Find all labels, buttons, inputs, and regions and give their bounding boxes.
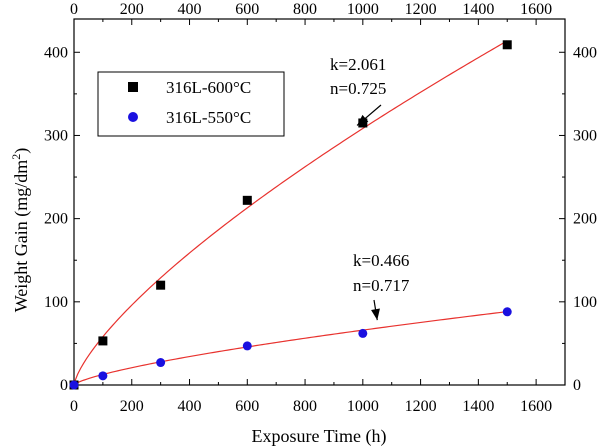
x-tick-label-bottom: 1200 xyxy=(405,398,437,415)
x-tick-label-top: 600 xyxy=(235,1,259,18)
axes: 0020020040040060060080080010001000120012… xyxy=(44,1,597,415)
data-point-550 xyxy=(98,371,108,381)
y-tick-label-left: 200 xyxy=(44,211,68,228)
y-axis-title-close: ) xyxy=(11,148,32,154)
fit-annotations: k=2.061 n=0.725 k=0.466 n=0.717 xyxy=(330,55,410,295)
data-point-550 xyxy=(69,380,79,390)
x-tick-label-bottom: 1000 xyxy=(347,398,379,415)
x-tick-label-bottom: 200 xyxy=(120,398,144,415)
y-tick-label-right: 0 xyxy=(573,377,581,394)
x-tick-label-top: 1600 xyxy=(520,1,552,18)
x-tick-label-top: 0 xyxy=(70,1,78,18)
plot-frame xyxy=(73,18,566,386)
y-tick-label-left: 100 xyxy=(44,294,68,311)
fit-curve-600 xyxy=(74,40,508,382)
annotation-n-550: n=0.717 xyxy=(353,276,410,295)
legend: 316L-600°C 316L-550°C xyxy=(97,71,285,137)
y-tick-label-left: 0 xyxy=(60,377,68,394)
fit-curves xyxy=(74,40,508,385)
y-tick-label-left: 300 xyxy=(44,127,68,144)
data-point-600 xyxy=(502,40,512,50)
fit-curve-550 xyxy=(74,311,508,385)
y-tick-label-right: 200 xyxy=(573,211,597,228)
data-point-550 xyxy=(156,358,166,368)
y-axis-title-main: Weight Gain (mg/dm xyxy=(11,160,32,313)
y-tick-label-left: 400 xyxy=(44,44,68,61)
y-tick-label-right: 300 xyxy=(573,127,597,144)
legend-marker-550 xyxy=(128,112,138,122)
x-tick-label-top: 400 xyxy=(178,1,202,18)
x-tick-label-bottom: 800 xyxy=(293,398,317,415)
legend-label-550: 316L-550°C xyxy=(166,108,251,127)
x-tick-label-top: 800 xyxy=(293,1,317,18)
x-tick-label-bottom: 1600 xyxy=(520,398,552,415)
x-tick-label-bottom: 400 xyxy=(178,398,202,415)
data-point-600 xyxy=(98,336,108,346)
x-tick-label-bottom: 600 xyxy=(235,398,259,415)
annotation-arrow-head xyxy=(371,308,380,321)
y-tick-label-right: 400 xyxy=(573,44,597,61)
x-tick-label-top: 1000 xyxy=(347,1,379,18)
data-point-600 xyxy=(242,195,252,205)
legend-marker-600 xyxy=(128,82,138,92)
y-axis-title: Weight Gain (mg/dm2) xyxy=(9,148,32,313)
x-axis-title: Exposure Time (h) xyxy=(252,426,387,447)
legend-box xyxy=(97,71,285,137)
y-tick-label-right: 100 xyxy=(573,294,597,311)
data-point-550 xyxy=(358,328,368,338)
x-tick-label-top: 1200 xyxy=(405,1,437,18)
x-tick-label-bottom: 0 xyxy=(70,398,78,415)
annotation-k-600: k=2.061 xyxy=(330,55,386,74)
data-point-600 xyxy=(156,280,166,290)
x-tick-label-top: 1400 xyxy=(462,1,494,18)
y-axis-title-sup: 2 xyxy=(9,154,23,160)
annotation-arrows xyxy=(356,104,382,321)
axis-titles: Exposure Time (h) Weight Gain (mg/dm2) xyxy=(9,148,387,447)
x-tick-label-bottom: 1400 xyxy=(462,398,494,415)
data-point-550 xyxy=(502,307,512,317)
legend-label-600: 316L-600°C xyxy=(166,78,251,97)
annotation-n-600: n=0.725 xyxy=(330,79,386,98)
data-point-550 xyxy=(242,341,252,351)
x-tick-label-top: 200 xyxy=(120,1,144,18)
annotation-k-550: k=0.466 xyxy=(353,251,409,270)
annotation-arrow-head xyxy=(357,114,369,126)
